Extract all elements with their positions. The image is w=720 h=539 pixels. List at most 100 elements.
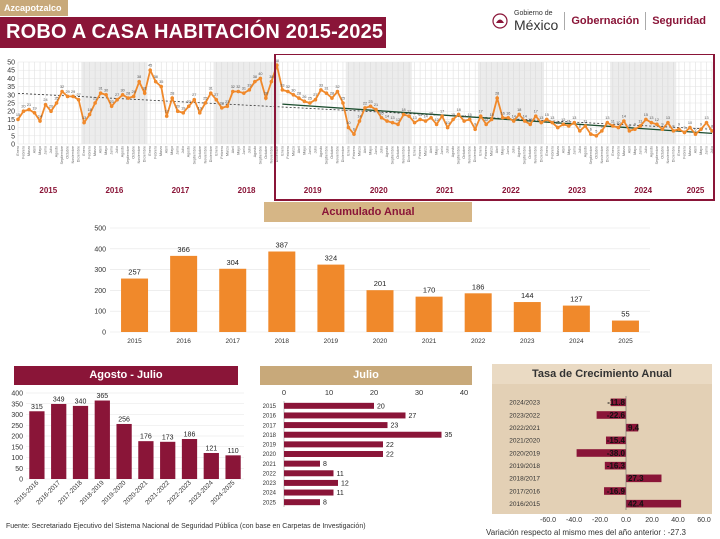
- y-tick-label: 15: [7, 117, 15, 124]
- data-point: [655, 122, 659, 127]
- month-label: Diciembre: [671, 146, 675, 162]
- data-label: 17: [479, 110, 483, 114]
- data-label: 33: [319, 83, 323, 87]
- data-point: [335, 89, 340, 94]
- y-tick-label: 2023: [263, 481, 277, 487]
- data-label: 17: [407, 110, 411, 114]
- data-point: [319, 88, 323, 92]
- bar: [626, 474, 662, 483]
- month-label: Marzo: [556, 146, 560, 156]
- bar-value-label: 304: [226, 258, 239, 267]
- data-label: 8: [579, 124, 581, 128]
- x-tick-label: 0: [282, 388, 286, 397]
- data-label: 23: [110, 100, 114, 104]
- data-point: [396, 122, 400, 127]
- data-label: 28: [264, 92, 268, 96]
- bar: [29, 411, 45, 479]
- x-tick-label: -20.0: [592, 517, 608, 524]
- bar-value-label: -15.4: [607, 436, 626, 445]
- bar-value-label: 27: [409, 413, 417, 420]
- bar: [284, 499, 320, 506]
- agosto-julio-title: Agosto - Julio: [14, 366, 238, 385]
- y-tick-label: 2021: [263, 462, 277, 468]
- month-label: Febrero: [418, 146, 422, 159]
- data-label: 14: [38, 115, 42, 119]
- data-point: [506, 115, 511, 120]
- bar-value-label: 201: [374, 279, 387, 288]
- y-tick-label: 20: [7, 109, 15, 116]
- data-point: [418, 117, 422, 122]
- data-point: [600, 129, 604, 133]
- bar-value-label: 186: [184, 432, 196, 439]
- month-label: Enero: [148, 146, 152, 156]
- bar: [121, 278, 149, 332]
- month-label: Febrero: [22, 146, 26, 159]
- month-label: Mayo: [369, 146, 373, 155]
- data-label: 10: [446, 121, 450, 125]
- y-tick-label: 2018: [263, 433, 277, 439]
- data-point: [495, 96, 499, 100]
- data-label: 18: [401, 108, 405, 112]
- data-label: 10: [346, 121, 350, 125]
- month-label: Octubre: [462, 146, 466, 159]
- month-label: Agosto: [187, 146, 191, 157]
- y-tick-label: 5: [11, 133, 15, 140]
- data-label: 11: [583, 119, 587, 123]
- data-label: 32: [286, 85, 290, 89]
- month-label: Octubre: [198, 146, 202, 159]
- month-label: Abril: [33, 146, 37, 153]
- data-point: [21, 109, 26, 113]
- bar-value-label: 27.3: [628, 474, 644, 483]
- data-label: 13: [539, 116, 543, 120]
- month-label: Junio: [110, 146, 114, 155]
- data-label: 14: [512, 115, 516, 119]
- month-label: Agosto: [649, 146, 653, 157]
- data-point: [649, 120, 654, 125]
- data-point: [109, 104, 114, 109]
- data-label: 11: [638, 119, 642, 123]
- month-label: Abril: [495, 146, 499, 153]
- data-point: [368, 104, 373, 109]
- month-label: Enero: [280, 146, 284, 156]
- data-point: [561, 122, 566, 127]
- data-point: [32, 111, 37, 115]
- data-point: [131, 94, 136, 99]
- month-label: Abril: [627, 146, 631, 153]
- data-point: [302, 99, 307, 104]
- month-label: Julio: [247, 146, 251, 153]
- data-label: 15: [545, 113, 549, 117]
- data-point: [671, 129, 676, 133]
- bar-value-label: 176: [140, 434, 152, 441]
- bar: [170, 255, 198, 332]
- data-label: 28: [126, 92, 130, 96]
- data-label: 7: [683, 126, 685, 130]
- data-label: 23: [187, 100, 191, 104]
- data-point: [677, 127, 681, 132]
- month-label: Octubre: [396, 146, 400, 159]
- y-tick-label: 45: [7, 68, 15, 75]
- data-point: [126, 96, 130, 100]
- y-tick-label: 250: [11, 423, 23, 430]
- data-label: 16: [379, 111, 383, 115]
- highlight-box: [274, 54, 715, 201]
- data-label: 22: [220, 101, 224, 105]
- y-tick-label: 10: [7, 125, 15, 132]
- data-point: [60, 89, 64, 94]
- data-label: 14: [423, 115, 427, 119]
- data-label: 13: [649, 116, 653, 120]
- month-label: Abril: [429, 146, 433, 153]
- bar: [284, 412, 406, 419]
- data-point: [693, 132, 698, 136]
- x-tick-label: 2022: [471, 338, 486, 345]
- y-tick-label: 2015: [263, 404, 277, 410]
- month-label: Mayo: [699, 146, 703, 155]
- bar: [576, 449, 626, 457]
- data-label: 32: [60, 85, 64, 89]
- bar-value-label: 22: [386, 452, 394, 459]
- data-label: 18: [87, 108, 91, 112]
- bar: [72, 405, 89, 479]
- data-point: [429, 115, 433, 120]
- y-tick-label: 350: [11, 401, 23, 408]
- bar-value-label: 121: [205, 445, 217, 452]
- data-point: [688, 125, 692, 130]
